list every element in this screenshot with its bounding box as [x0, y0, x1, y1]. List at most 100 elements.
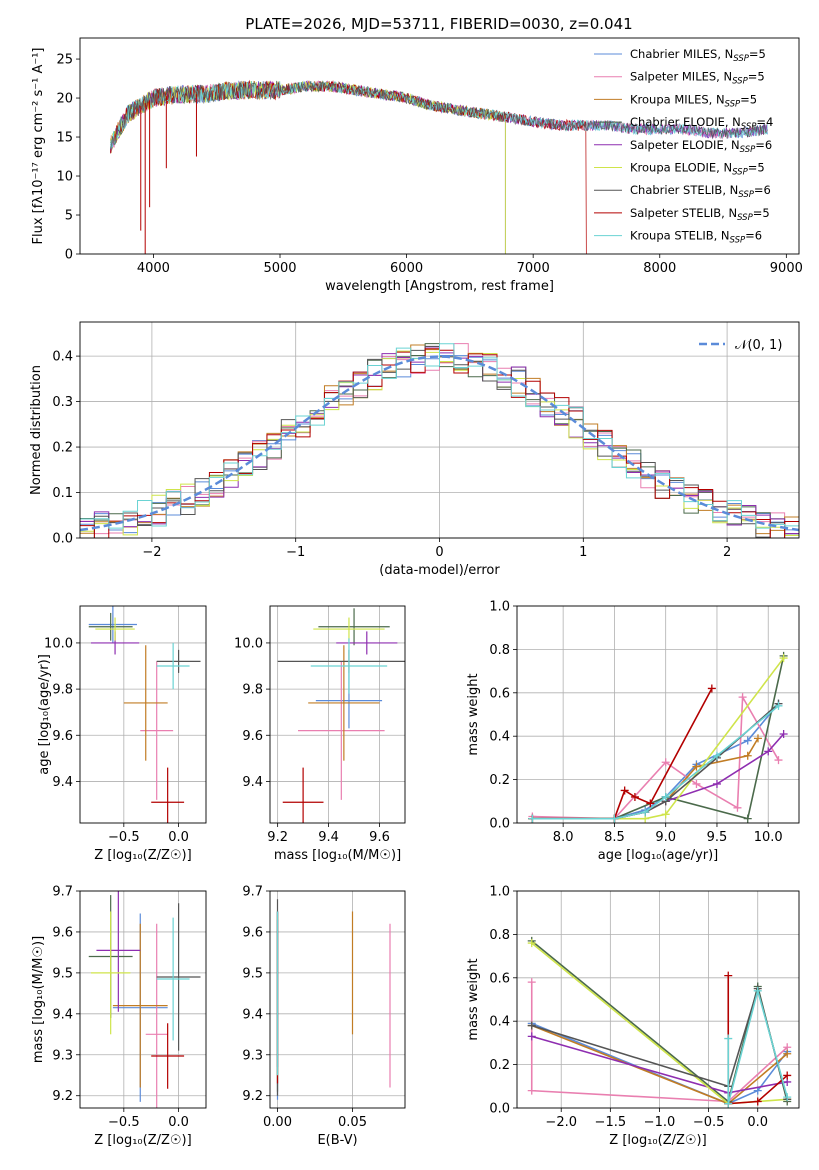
y-tick-label: 9.8 — [52, 683, 73, 698]
mass-weight-marker — [527, 939, 536, 948]
mass-weight-marker — [743, 751, 752, 760]
mass-weight-marker — [630, 792, 639, 801]
x-tick-label: 0.0 — [168, 830, 189, 845]
y-tick-label: 0 — [65, 248, 73, 263]
legend-entry: Chabrier STELIB, NSSP=6 — [630, 183, 771, 200]
residual-histogram-panel: −2 −1 0 1 2 0.0 0.1 0.2 0.3 0.4 (data-model)/error… — [29, 321, 800, 578]
mass-weight-line — [532, 688, 713, 820]
mass-weight-marker — [646, 799, 655, 808]
x-axis-label: mass [log₁₀(M/M☉)] — [274, 848, 401, 863]
mass-weight-marker — [783, 1049, 792, 1058]
mass-weight-marker — [774, 756, 783, 765]
y-tick-label: 9.5 — [52, 966, 73, 981]
mass-weight-marker — [753, 986, 762, 995]
y-tick-label: 9.7 — [52, 885, 73, 900]
x-tick-label: −1.5 — [595, 1115, 627, 1130]
error-bar-point — [123, 645, 168, 761]
axes-frame — [79, 321, 800, 539]
x-tick-label: 0.0 — [168, 1115, 189, 1130]
y-tick-label: 9.8 — [242, 683, 263, 698]
mass-weight-marker — [724, 971, 733, 980]
mass-weight-line — [532, 705, 779, 820]
x-tick-label: 8000 — [643, 261, 676, 276]
x-tick-label: −0.5 — [108, 830, 140, 845]
mass-weight-marker — [779, 654, 788, 663]
error-bar-point — [313, 617, 385, 641]
axes-frame — [79, 37, 800, 255]
y-tick-label: 9.6 — [242, 729, 263, 744]
legend-entry: Chabrier ELODIE, NSSP=4 — [630, 115, 773, 132]
error-bar-point — [145, 923, 168, 1108]
mass-weight-marker — [712, 779, 721, 788]
error-bar-point — [156, 649, 201, 673]
mass-weight-marker — [779, 730, 788, 739]
y-tick-label: 0.2 — [52, 441, 73, 456]
y-axis-label: Flux [fλ10⁻¹⁷ erg cm⁻² s⁻¹ A⁻¹] — [31, 48, 46, 245]
x-axis-label: E(B-V) — [317, 1133, 357, 1148]
y-tick-label: 0.4 — [489, 1015, 510, 1030]
mass-weight-vs-metallicity-panel: −2.0 −1.5 −1.0 −0.5 0.0 0.0 0.2 0.4 0.6 0.8 1.0 Z [… — [466, 885, 800, 1148]
x-tick-label: 9.5 — [707, 830, 728, 845]
axes-frame — [269, 890, 406, 1109]
spectrum-line — [110, 79, 587, 254]
y-tick-label: 9.4 — [242, 775, 263, 790]
x-tick-label: 9000 — [770, 261, 803, 276]
error-bar-point — [151, 1023, 185, 1089]
x-tick-label: −0.5 — [693, 1115, 725, 1130]
y-tick-label: 0.4 — [489, 730, 510, 745]
mass-vs-metallicity-panel: −0.5 0.0 9.2 9.3 9.4 9.5 9.6 9.7 Z [log₁₀(Z/Z☉)]… — [31, 885, 207, 1148]
x-tick-label: 8.5 — [604, 830, 625, 845]
legend-entry: Kroupa STELIB, NSSP=6 — [630, 229, 762, 246]
legend-entry: Kroupa MILES, NSSP=5 — [630, 92, 757, 109]
mass-weight-marker — [661, 792, 670, 801]
mass-weight-marker — [527, 1086, 536, 1095]
histogram-step — [80, 343, 799, 529]
x-tick-label: 2 — [723, 545, 731, 560]
mass-weight-marker — [743, 814, 752, 823]
y-tick-label: 9.4 — [52, 1007, 73, 1022]
legend-entry: Salpeter MILES, NSSP=5 — [630, 70, 765, 87]
x-tick-label: −0.5 — [108, 1115, 140, 1130]
mass-weight-marker — [661, 758, 670, 767]
mass-weight-line — [532, 655, 785, 820]
y-tick-label: 0.3 — [52, 395, 73, 410]
error-bar-point — [282, 767, 324, 823]
y-axis-label: Normed distribution — [29, 365, 44, 495]
mass-weight-marker — [733, 803, 742, 812]
legend-entry: Salpeter STELIB, NSSP=5 — [630, 206, 770, 223]
mass-weight-marker — [527, 978, 536, 987]
error-bar-point — [310, 638, 388, 694]
y-tick-label: 9.4 — [242, 1007, 263, 1022]
mass-weight-marker — [620, 786, 629, 795]
y-tick-label: 9.3 — [242, 1048, 263, 1063]
spectrum-line — [110, 81, 768, 150]
x-tick-label: 0 — [435, 545, 443, 560]
y-tick-label: 9.2 — [242, 1089, 263, 1104]
x-tick-label: 5000 — [263, 261, 296, 276]
spectrum-line — [110, 80, 506, 254]
y-tick-label: 9.3 — [52, 1048, 73, 1063]
axes-frame — [516, 605, 800, 824]
y-tick-label: 5 — [65, 209, 73, 224]
legend-entry: Chabrier MILES, NSSP=5 — [630, 47, 766, 64]
normal-curve — [80, 355, 799, 532]
y-tick-label: 1.0 — [489, 885, 510, 900]
y-tick-label: 0.4 — [52, 350, 73, 365]
mass-weight-marker — [743, 736, 752, 745]
mass-weight-marker — [692, 779, 701, 788]
y-tick-label: 10.0 — [44, 636, 73, 651]
x-tick-label: 0.00 — [263, 1115, 292, 1130]
mass-weight-marker — [692, 762, 701, 771]
error-bar-point — [96, 891, 141, 1012]
figure-title: PLATE=2026, MJD=53711, FIBERID=0030, z=0… — [245, 15, 632, 33]
x-axis-label: wavelength [Angstrom, rest frame] — [325, 279, 554, 294]
error-bar-point — [151, 767, 185, 823]
x-tick-label: −2 — [142, 545, 161, 560]
x-tick-label: −1 — [286, 545, 305, 560]
x-axis-label: Z [log₁₀(Z/Z☉)] — [94, 1133, 191, 1148]
y-tick-label: 9.4 — [52, 775, 73, 790]
y-tick-label: 10.0 — [234, 636, 263, 651]
age-vs-mass-panel: 9.2 9.4 9.6 9.4 9.6 9.8 10.0 mass [log₁₀(M/M☉)] — [234, 605, 406, 863]
mass-weight-marker — [783, 1093, 792, 1102]
x-axis-label: age [log₁₀(age/yr)] — [598, 848, 719, 863]
